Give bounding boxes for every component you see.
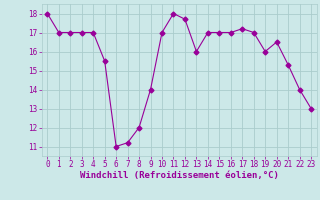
X-axis label: Windchill (Refroidissement éolien,°C): Windchill (Refroidissement éolien,°C) — [80, 171, 279, 180]
